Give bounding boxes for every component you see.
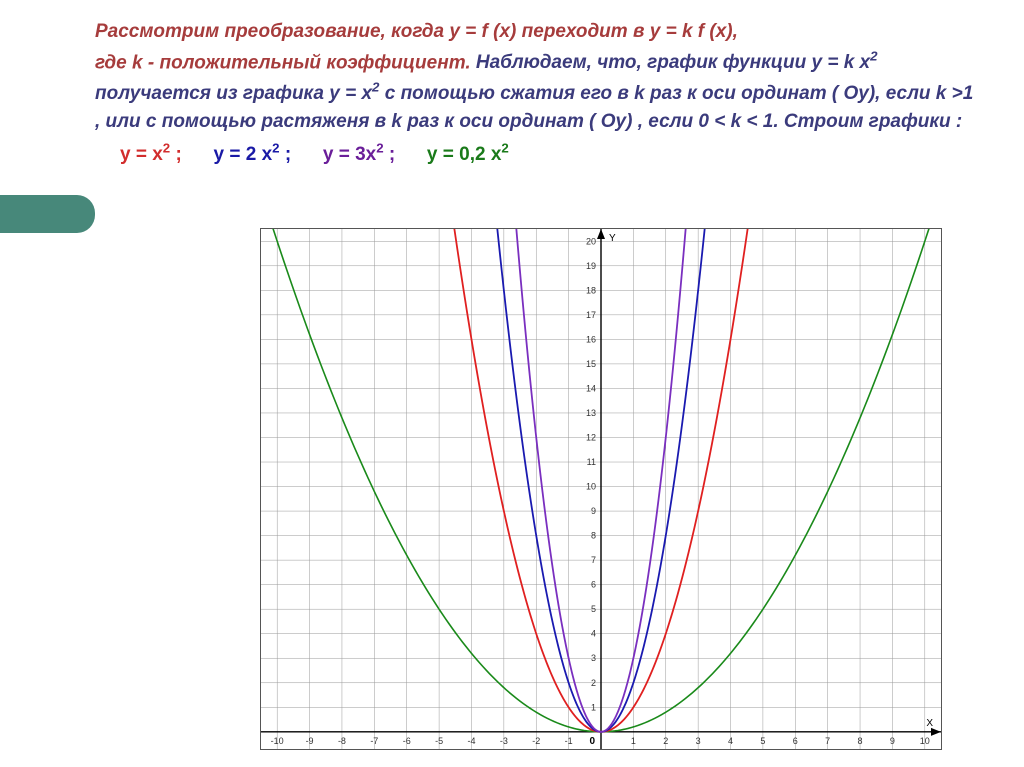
svg-text:-8: -8: [338, 736, 346, 746]
svg-text:6: 6: [591, 580, 596, 590]
svg-text:-7: -7: [370, 736, 378, 746]
svg-text:16: 16: [586, 334, 596, 344]
equation-3: y = 0,2 x2: [427, 144, 509, 165]
svg-text:12: 12: [586, 432, 596, 442]
svg-text:-1: -1: [565, 736, 573, 746]
svg-text:1: 1: [591, 702, 596, 712]
svg-text:2: 2: [591, 678, 596, 688]
svg-text:4: 4: [591, 629, 596, 639]
svg-text:-6: -6: [403, 736, 411, 746]
svg-text:20: 20: [586, 236, 596, 246]
svg-text:19: 19: [586, 261, 596, 271]
svg-text:11: 11: [587, 457, 596, 467]
equation-2: y = 3x2 ;: [323, 144, 395, 165]
title-line-1: Рассмотрим преобразование, когда y = f (…: [95, 18, 975, 47]
svg-text:14: 14: [586, 383, 596, 393]
svg-text:6: 6: [793, 736, 798, 746]
slide-decor-bar: [0, 195, 95, 233]
svg-text:-4: -4: [467, 736, 475, 746]
svg-text:13: 13: [586, 408, 596, 418]
svg-text:9: 9: [591, 506, 596, 516]
svg-text:-3: -3: [500, 736, 508, 746]
svg-text:-2: -2: [532, 736, 540, 746]
svg-text:-9: -9: [306, 736, 314, 746]
svg-text:-5: -5: [435, 736, 443, 746]
svg-text:18: 18: [586, 285, 596, 295]
svg-text:10: 10: [920, 736, 930, 746]
equation-0: y = x2 ;: [120, 144, 182, 165]
svg-text:2: 2: [663, 736, 668, 746]
svg-text:5: 5: [760, 736, 765, 746]
svg-text:15: 15: [586, 359, 596, 369]
svg-text:X: X: [926, 718, 933, 729]
svg-text:8: 8: [591, 531, 596, 541]
svg-text:-10: -10: [271, 736, 284, 746]
svg-text:7: 7: [591, 555, 596, 565]
chart-container: -10-9-8-7-6-5-4-3-2-11234567891012345678…: [260, 228, 942, 750]
svg-text:9: 9: [890, 736, 895, 746]
svg-text:0: 0: [589, 736, 595, 747]
svg-text:5: 5: [591, 604, 596, 614]
svg-text:17: 17: [586, 310, 596, 320]
svg-text:Y: Y: [609, 233, 616, 244]
slide-text: Рассмотрим преобразование, когда y = f (…: [95, 18, 975, 169]
equations-line: y = x2 ; y = 2 x2 ; y = 3x2 ; y = 0,2 x2: [95, 139, 975, 170]
svg-text:7: 7: [825, 736, 830, 746]
svg-text:3: 3: [696, 736, 701, 746]
svg-text:3: 3: [591, 653, 596, 663]
svg-text:4: 4: [728, 736, 733, 746]
svg-text:1: 1: [631, 736, 636, 746]
title-line-2a: где k - положительный коэффициент.: [95, 52, 476, 73]
parabola-chart: -10-9-8-7-6-5-4-3-2-11234567891012345678…: [261, 229, 941, 749]
svg-text:8: 8: [858, 736, 863, 746]
equation-1: y = 2 x2 ;: [214, 144, 292, 165]
svg-text:10: 10: [586, 482, 596, 492]
